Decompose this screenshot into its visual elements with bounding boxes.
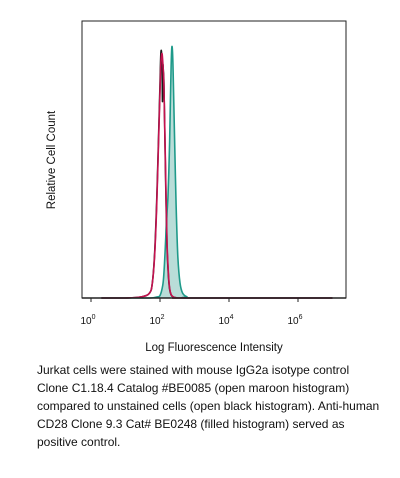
x-tick-label-1: 102 bbox=[149, 314, 164, 327]
x-tick-label-2: 104 bbox=[218, 314, 233, 327]
y-axis-title: Relative Cell Count bbox=[46, 110, 58, 209]
histogram-chart: 100 102 104 106 Relative Cell Count Log Flu… bbox=[46, 20, 347, 354]
series-fill-2 bbox=[101, 46, 333, 299]
series-line-1 bbox=[101, 52, 333, 299]
series-line-2 bbox=[101, 45, 333, 299]
figure-caption: Jurkat cells were stained with mouse IgG… bbox=[37, 363, 380, 449]
x-tick-layer: 100 102 104 106 bbox=[80, 298, 303, 327]
series-layer bbox=[101, 45, 333, 299]
x-tick-label-3: 106 bbox=[287, 314, 302, 327]
x-axis-title: Log Fluorescence Intensity bbox=[145, 342, 283, 354]
x-tick-label-0: 100 bbox=[80, 314, 95, 327]
plot-frame bbox=[81, 20, 347, 299]
series-line-0 bbox=[101, 49, 333, 299]
